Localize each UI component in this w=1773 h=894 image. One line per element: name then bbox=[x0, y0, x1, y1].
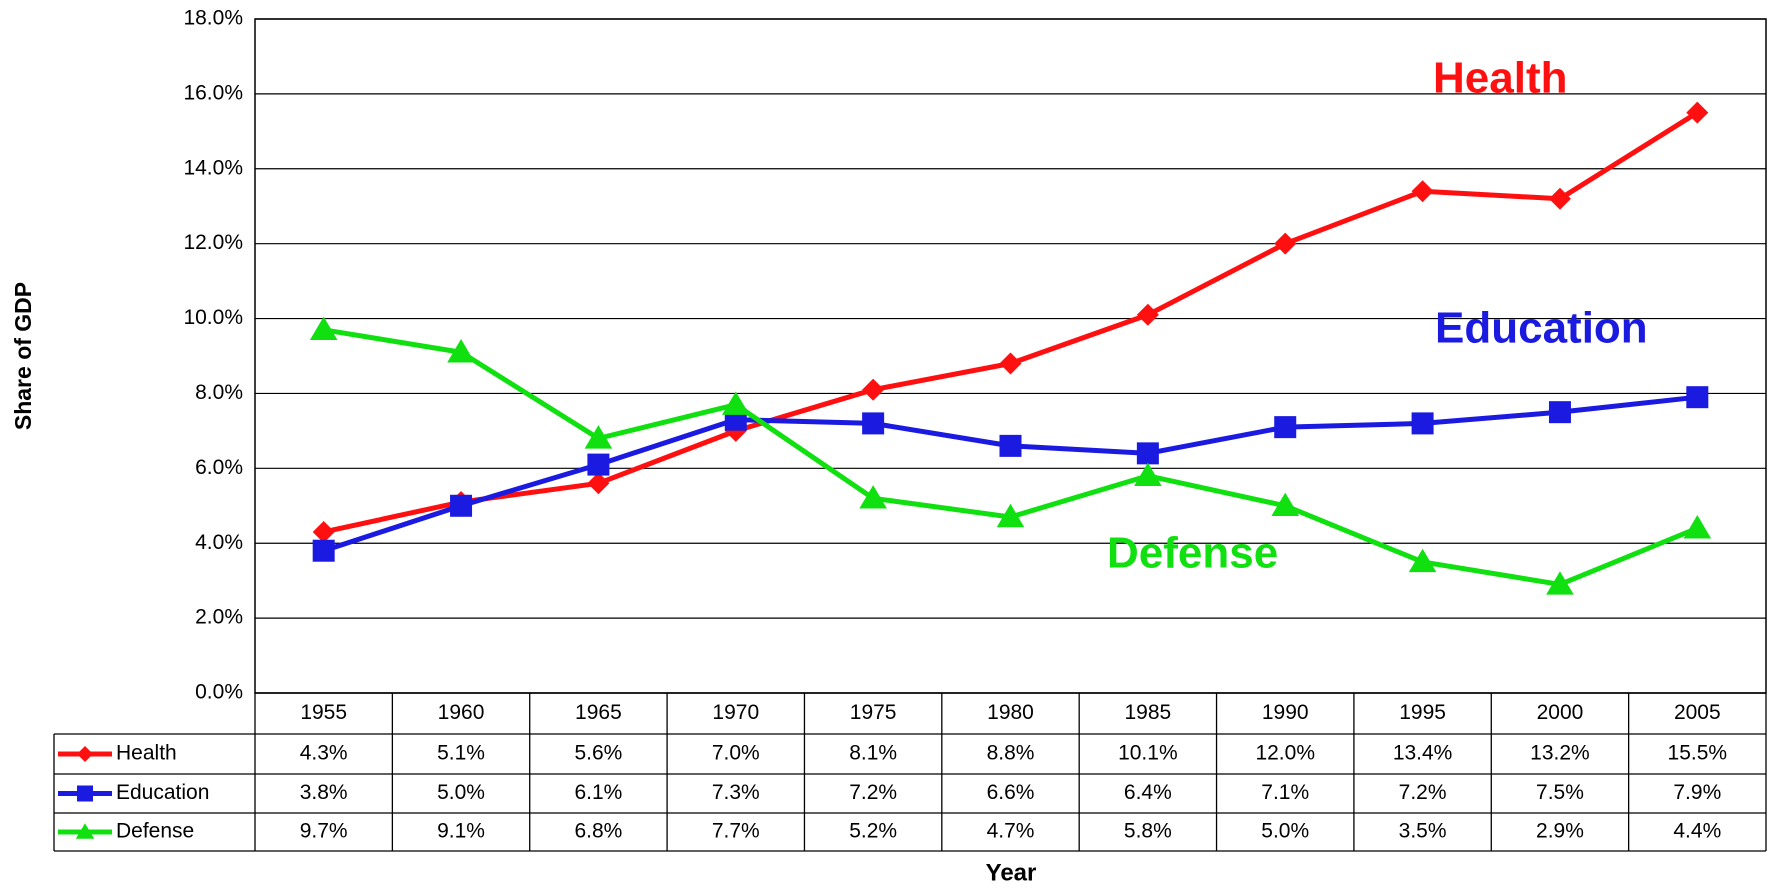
marker bbox=[1548, 187, 1571, 210]
y-tick-label: 12.0% bbox=[183, 231, 243, 254]
table-value: 15.5% bbox=[1668, 742, 1728, 765]
marker bbox=[75, 823, 95, 839]
marker bbox=[312, 520, 335, 543]
y-tick-label: 8.0% bbox=[195, 381, 243, 404]
x-tick-label: 1960 bbox=[438, 701, 485, 724]
marker bbox=[77, 746, 93, 762]
y-tick-label: 10.0% bbox=[183, 306, 243, 329]
table-value: 5.6% bbox=[574, 742, 622, 765]
marker bbox=[450, 494, 473, 517]
x-tick-label: 1995 bbox=[1399, 701, 1446, 724]
table-value: 7.2% bbox=[1399, 781, 1447, 804]
annotation: Defense bbox=[1107, 529, 1278, 578]
y-axis-label: Share of GDP bbox=[10, 282, 36, 430]
table-value: 7.7% bbox=[712, 820, 760, 843]
y-tick-label: 16.0% bbox=[183, 81, 243, 104]
marker bbox=[999, 352, 1022, 375]
table-value: 3.5% bbox=[1399, 820, 1447, 843]
y-tick-label: 4.0% bbox=[195, 531, 243, 554]
marker bbox=[1136, 303, 1159, 326]
x-tick-label: 2005 bbox=[1674, 701, 1721, 724]
table-value: 7.0% bbox=[712, 742, 760, 765]
x-tick-label: 1965 bbox=[575, 701, 622, 724]
table-value: 6.1% bbox=[574, 781, 622, 804]
series-line bbox=[322, 394, 1698, 554]
marker bbox=[1411, 412, 1434, 435]
annotation: Education bbox=[1435, 304, 1648, 353]
marker bbox=[1411, 180, 1434, 203]
table-value: 4.7% bbox=[987, 820, 1035, 843]
y-tick-label: 0.0% bbox=[195, 681, 243, 704]
table-value: 5.0% bbox=[437, 781, 485, 804]
table-value: 6.8% bbox=[574, 820, 622, 843]
table-value: 6.4% bbox=[1124, 781, 1172, 804]
marker bbox=[1271, 492, 1300, 516]
x-tick-label: 1985 bbox=[1125, 701, 1172, 724]
marker bbox=[1686, 386, 1709, 409]
marker bbox=[587, 453, 610, 476]
marker bbox=[312, 539, 335, 562]
table-value: 9.1% bbox=[437, 820, 485, 843]
marker bbox=[1548, 401, 1571, 424]
table-value: 7.9% bbox=[1673, 781, 1721, 804]
marker bbox=[999, 434, 1022, 457]
marker bbox=[1274, 232, 1297, 255]
x-tick-label: 1970 bbox=[712, 701, 759, 724]
table-value: 12.0% bbox=[1255, 742, 1315, 765]
marker bbox=[1546, 571, 1574, 595]
table-value: 5.2% bbox=[849, 820, 897, 843]
marker bbox=[1408, 548, 1437, 573]
x-tick-label: 1980 bbox=[987, 701, 1034, 724]
table-value: 8.1% bbox=[849, 742, 897, 765]
marker bbox=[1683, 515, 1712, 539]
y-tick-label: 2.0% bbox=[195, 606, 243, 629]
table-value: 7.3% bbox=[712, 781, 760, 804]
table-value: 2.9% bbox=[1536, 820, 1584, 843]
table-value: 13.2% bbox=[1530, 742, 1590, 765]
table-value: 4.3% bbox=[300, 742, 348, 765]
marker bbox=[862, 412, 885, 435]
table-value: 4.4% bbox=[1673, 820, 1721, 843]
table-value: 13.4% bbox=[1393, 742, 1453, 765]
marker bbox=[1686, 101, 1709, 124]
x-tick-label: 1975 bbox=[850, 701, 897, 724]
table-value: 5.8% bbox=[1124, 820, 1172, 843]
y-tick-label: 18.0% bbox=[183, 7, 243, 30]
legend-label: Health bbox=[116, 742, 177, 765]
table-value: 10.1% bbox=[1118, 742, 1178, 765]
marker bbox=[1274, 416, 1297, 439]
marker bbox=[309, 316, 338, 340]
marker bbox=[996, 503, 1025, 528]
table-value: 6.6% bbox=[987, 781, 1035, 804]
marker bbox=[584, 425, 613, 449]
annotation: Health bbox=[1433, 54, 1567, 103]
legend-label: Defense bbox=[116, 820, 194, 843]
marker bbox=[77, 785, 93, 802]
x-tick-label: 2000 bbox=[1537, 701, 1584, 724]
y-tick-label: 14.0% bbox=[183, 156, 243, 179]
marker bbox=[1134, 462, 1162, 487]
x-axis-label: Year bbox=[986, 859, 1037, 886]
table-value: 5.0% bbox=[1261, 820, 1309, 843]
marker bbox=[1136, 442, 1159, 465]
marker bbox=[721, 391, 750, 415]
marker bbox=[587, 472, 610, 495]
x-tick-label: 1990 bbox=[1262, 701, 1309, 724]
marker bbox=[859, 485, 887, 509]
table-value: 7.5% bbox=[1536, 781, 1584, 804]
x-tick-label: 1955 bbox=[300, 701, 347, 724]
table-value: 3.8% bbox=[300, 781, 348, 804]
table-value: 8.8% bbox=[987, 742, 1035, 765]
table-value: 7.2% bbox=[849, 781, 897, 804]
legend-label: Education bbox=[116, 781, 209, 804]
table-value: 5.1% bbox=[437, 742, 485, 765]
marker bbox=[862, 378, 885, 401]
table-value: 9.7% bbox=[300, 820, 348, 843]
table-value: 7.1% bbox=[1261, 781, 1309, 804]
marker bbox=[447, 339, 475, 363]
y-tick-label: 6.0% bbox=[195, 456, 243, 479]
